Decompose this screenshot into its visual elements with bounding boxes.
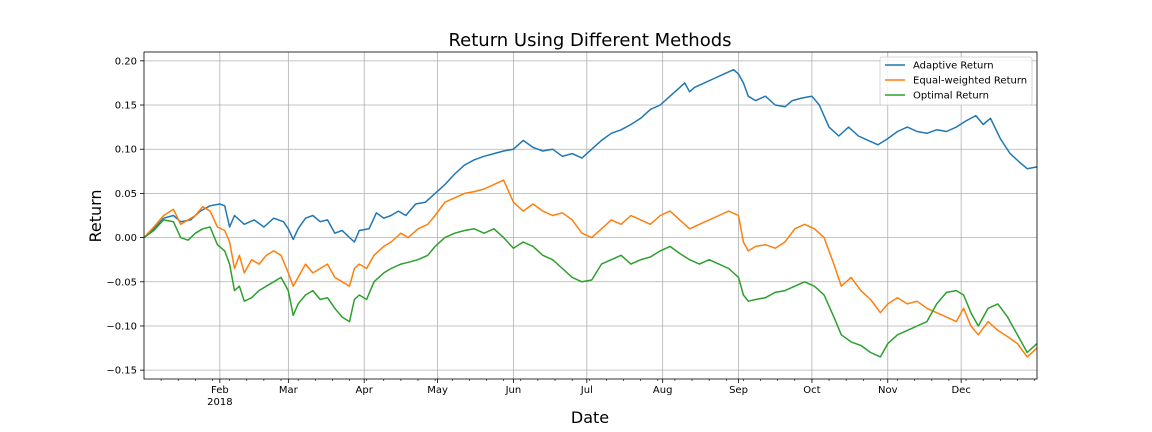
y-tick-label: 0.05 xyxy=(115,189,137,200)
y-axis-label: Return xyxy=(86,189,105,242)
grid xyxy=(144,52,1037,379)
chart-title: Return Using Different Methods xyxy=(448,30,731,51)
legend-entries: Adaptive Return Equal-weighted Return Opti… xyxy=(885,61,1027,102)
x-tick-label: May xyxy=(427,385,448,396)
y-tick-label: 0.00 xyxy=(115,233,137,244)
x-tick-label: Apr xyxy=(356,385,374,396)
x-tick-label: Oct xyxy=(803,385,820,396)
x-tick-label: Dec xyxy=(951,385,970,396)
series-lines xyxy=(143,68,1038,358)
x-tick-label: Aug xyxy=(653,385,673,396)
series-line-equal-weighted-return xyxy=(143,179,1038,358)
legend-label-adaptive-return: Adaptive Return xyxy=(913,61,994,72)
x-tick-label: Jun xyxy=(505,385,522,396)
x-tick-label: Feb xyxy=(211,385,229,396)
x-tick-label: Sep xyxy=(729,385,748,396)
x-tick-sublabel: 2018 xyxy=(207,397,232,408)
y-tick-label: 0.10 xyxy=(115,145,137,156)
plot-frame xyxy=(143,51,1038,380)
legend-label-optimal-return: Optimal Return xyxy=(913,91,989,102)
legend: Adaptive Return Equal-weighted Return Opti… xyxy=(879,56,1033,106)
y-tick-label: 0.20 xyxy=(115,56,137,67)
series-line-optimal-return xyxy=(143,219,1038,358)
y-tick-label: 0.15 xyxy=(115,101,137,112)
y-axis-ticks: −0.15 −0.10 −0.05 0.00 0.05 0.10 0.15 0.20 xyxy=(106,56,144,377)
y-tick-label: −0.05 xyxy=(106,277,137,288)
series-line-adaptive-return xyxy=(143,68,1038,243)
y-tick-label: −0.10 xyxy=(106,321,137,332)
y-tick-label: −0.15 xyxy=(106,366,137,377)
x-tick-label: Mar xyxy=(279,385,299,396)
legend-label-equal-weighted-return: Equal-weighted Return xyxy=(913,76,1027,87)
x-tick-label: Jul xyxy=(580,385,593,396)
x-tick-label: Nov xyxy=(878,385,898,396)
legend-box xyxy=(879,56,1033,106)
x-axis-label: Date xyxy=(571,408,609,427)
